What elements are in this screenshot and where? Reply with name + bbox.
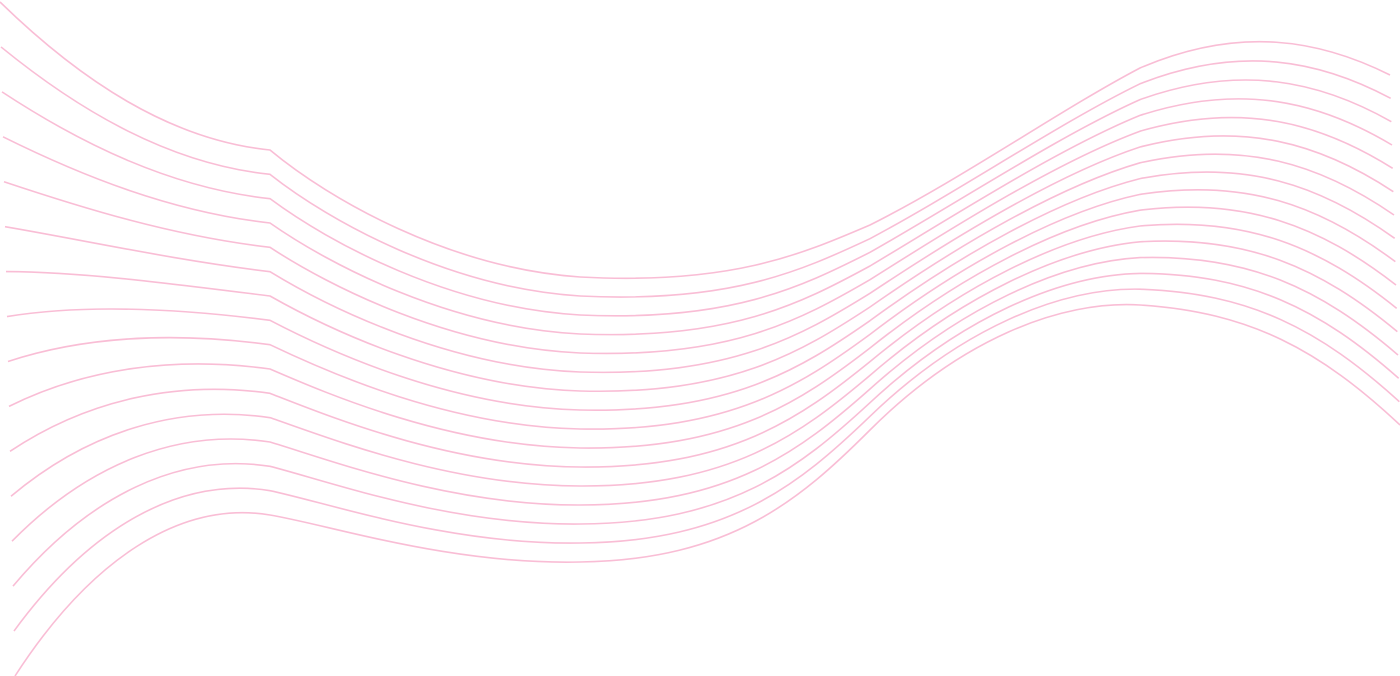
wave-line — [5, 153, 1395, 393]
wave-line — [12, 272, 1400, 587]
wave-line — [3, 116, 1394, 355]
wave-line — [8, 206, 1397, 449]
wave-line — [10, 240, 1398, 497]
wave-line — [0, 46, 1392, 298]
wave-line — [11, 256, 1399, 542]
wave-line — [13, 288, 1400, 632]
wave-line — [1, 79, 1392, 317]
wave-line — [14, 303, 1400, 676]
wave-line — [9, 223, 1398, 468]
wave-line — [7, 188, 1396, 430]
wave-line — [6, 171, 1396, 411]
wave-line — [0, 1, 1391, 280]
wave-line — [2, 98, 1393, 336]
wave-line — [4, 135, 1394, 374]
